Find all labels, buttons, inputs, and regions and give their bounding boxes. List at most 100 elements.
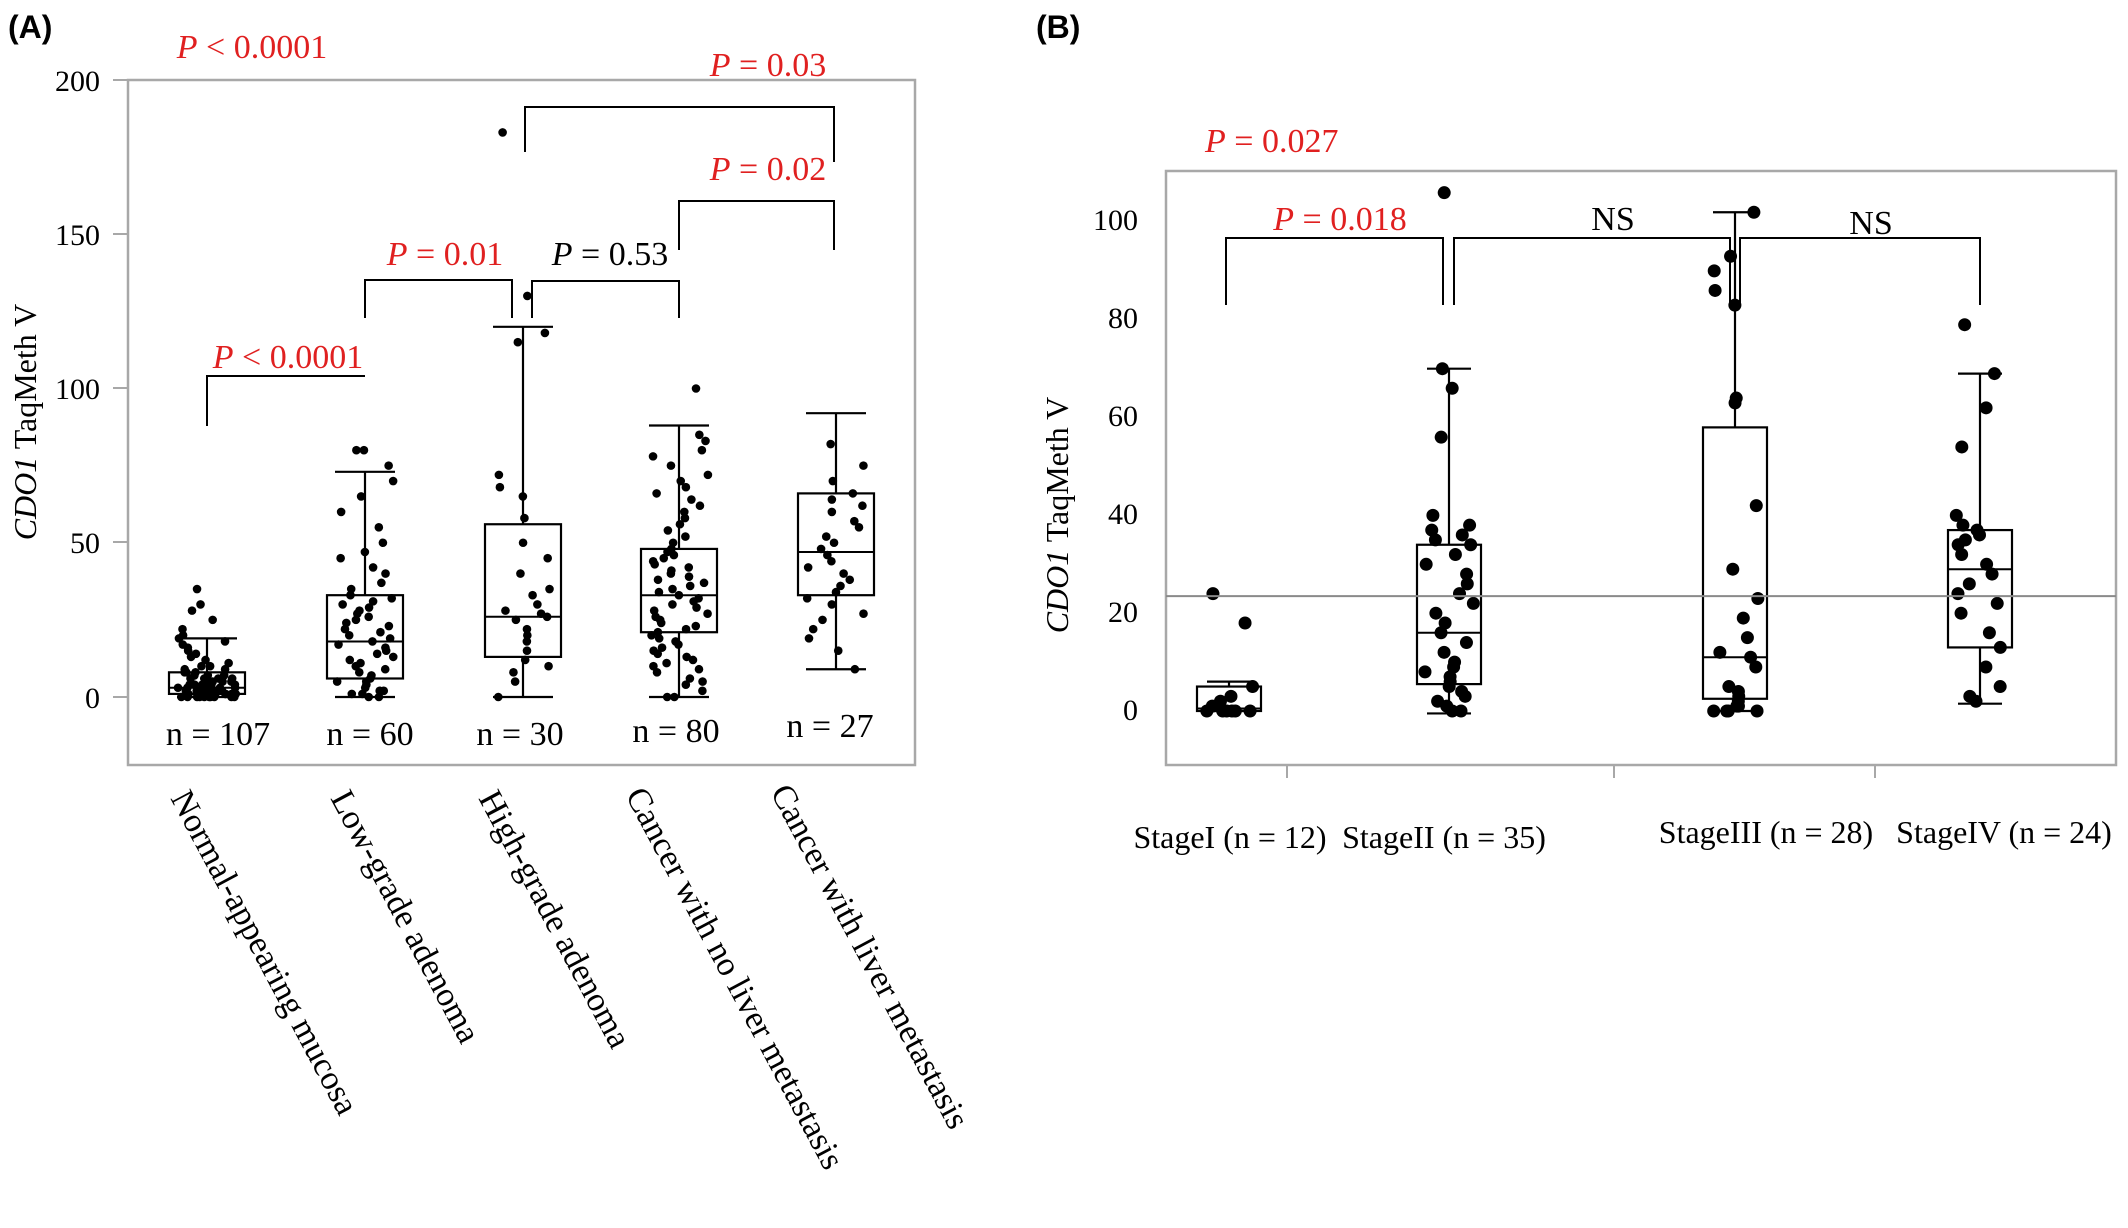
data-point — [1729, 391, 1743, 405]
data-point — [180, 664, 190, 674]
panel-b-category-label: StageIII (n = 28) — [1659, 814, 1873, 850]
data-point — [1749, 660, 1763, 674]
data-point — [1448, 655, 1462, 669]
data-point — [850, 516, 859, 526]
data-point — [1962, 577, 1976, 591]
data-point — [533, 600, 542, 609]
panel-a-category-label: Low-grade adenoma — [323, 784, 487, 1049]
p-value-label: NS — [1591, 201, 1634, 238]
data-point — [220, 637, 230, 646]
data-point — [334, 640, 343, 649]
data-point — [511, 615, 521, 625]
data-point — [854, 523, 864, 532]
data-point — [1238, 616, 1252, 630]
data-point — [368, 563, 378, 572]
panel-b: (B) 0 20 40 60 80 100 CDO1 TaqMeth V P =… — [1036, 9, 2118, 855]
data-point — [495, 482, 505, 492]
data-point — [1445, 381, 1459, 395]
data-point — [201, 655, 210, 665]
data-point — [836, 581, 845, 591]
data-point — [1955, 548, 1969, 562]
data-point — [653, 627, 663, 637]
data-point — [1246, 680, 1260, 694]
data-point — [833, 646, 843, 656]
data-point — [1437, 645, 1451, 659]
data-point — [1970, 523, 1984, 537]
data-point — [1751, 592, 1765, 606]
data-point — [498, 128, 507, 137]
data-point — [1722, 680, 1736, 694]
p-value-text: = 0.53 — [573, 236, 669, 273]
data-point — [191, 649, 201, 659]
data-point — [347, 689, 357, 699]
data-point — [1429, 606, 1443, 620]
data-point — [356, 492, 366, 501]
data-point — [828, 476, 838, 486]
data-point — [1980, 557, 1994, 571]
data-point — [1425, 523, 1439, 537]
data-point — [381, 569, 390, 578]
data-point — [173, 683, 183, 693]
data-point — [191, 668, 200, 677]
p-value-symbol: P — [176, 29, 198, 66]
panel-a-n-label: n = 80 — [632, 713, 719, 750]
data-point — [368, 637, 377, 646]
data-point — [545, 584, 554, 594]
data-point — [681, 482, 691, 492]
data-point — [808, 624, 818, 634]
data-point — [1707, 264, 1721, 278]
p-value-symbol: P — [709, 151, 731, 188]
data-point — [536, 609, 546, 619]
data-point — [1224, 689, 1238, 703]
data-point — [1434, 430, 1448, 444]
data-point — [691, 384, 701, 393]
data-point — [196, 600, 205, 609]
data-point — [1736, 611, 1750, 625]
data-point — [698, 686, 707, 696]
data-point — [827, 507, 837, 517]
data-point — [816, 544, 826, 554]
data-point — [520, 513, 529, 523]
data-point — [691, 621, 701, 631]
data-point — [520, 655, 530, 665]
data-point — [676, 476, 686, 486]
data-point — [224, 658, 233, 668]
data-point — [513, 337, 523, 347]
panel-a-category-label: High-grade adenoma — [471, 784, 638, 1054]
data-point — [336, 507, 346, 517]
data-point — [803, 563, 813, 572]
data-point — [1982, 626, 1996, 640]
p-value-text: = 0.02 — [731, 151, 827, 188]
data-point — [377, 578, 386, 588]
data-point — [667, 566, 676, 575]
data-point — [666, 461, 676, 470]
data-point — [668, 600, 677, 609]
data-point — [1466, 596, 1480, 610]
data-point — [380, 664, 390, 674]
data-point — [684, 572, 694, 581]
data-point — [1713, 645, 1727, 659]
data-point — [662, 658, 671, 668]
significance-bracket — [678, 200, 835, 250]
p-value-symbol: P — [709, 47, 731, 84]
data-point — [192, 584, 202, 594]
data-point — [681, 624, 691, 634]
panel-a-n-label: n = 60 — [326, 716, 413, 753]
data-point — [1990, 596, 2004, 610]
data-point — [522, 637, 532, 646]
data-point — [178, 631, 188, 640]
data-point — [1993, 640, 2007, 654]
data-point — [679, 507, 689, 517]
panel-b-ytick-label: 40 — [1108, 498, 1138, 531]
data-point — [360, 547, 370, 557]
data-point — [1228, 704, 1242, 718]
data-point — [682, 652, 691, 662]
p-value-label: NS — [1849, 205, 1892, 242]
data-point — [659, 553, 669, 563]
data-point — [1956, 518, 1970, 532]
data-point — [1455, 684, 1469, 698]
data-point — [205, 661, 215, 671]
panel-a-category-label: Normal-appearing mucosa — [163, 784, 365, 1121]
data-point — [367, 671, 376, 680]
